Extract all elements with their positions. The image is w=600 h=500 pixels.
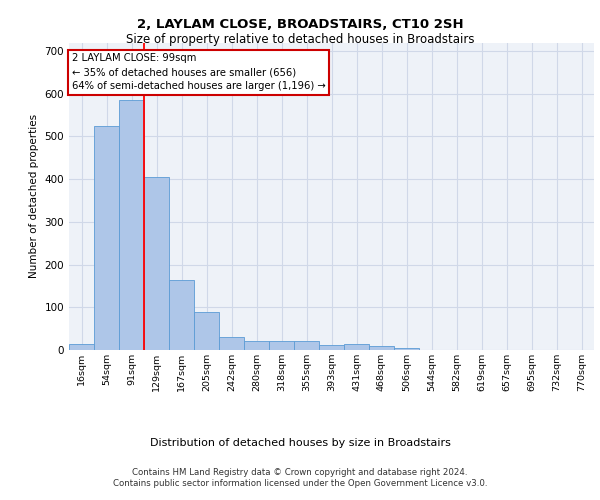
Bar <box>169 280 194 350</box>
Bar <box>369 346 394 350</box>
Bar <box>69 344 94 350</box>
Bar <box>394 348 419 350</box>
Bar <box>344 344 369 350</box>
Y-axis label: Number of detached properties: Number of detached properties <box>29 114 39 278</box>
Bar <box>219 337 244 350</box>
Bar <box>94 126 119 350</box>
Bar <box>294 342 319 350</box>
Text: Contains HM Land Registry data © Crown copyright and database right 2024.
Contai: Contains HM Land Registry data © Crown c… <box>113 468 487 487</box>
Text: 2, LAYLAM CLOSE, BROADSTAIRS, CT10 2SH: 2, LAYLAM CLOSE, BROADSTAIRS, CT10 2SH <box>137 18 463 30</box>
Bar <box>269 342 294 350</box>
Text: 2 LAYLAM CLOSE: 99sqm
← 35% of detached houses are smaller (656)
64% of semi-det: 2 LAYLAM CLOSE: 99sqm ← 35% of detached … <box>71 54 325 92</box>
Bar <box>319 345 344 350</box>
Text: Size of property relative to detached houses in Broadstairs: Size of property relative to detached ho… <box>126 32 474 46</box>
Bar <box>144 177 169 350</box>
Bar <box>194 312 219 350</box>
Text: Distribution of detached houses by size in Broadstairs: Distribution of detached houses by size … <box>149 438 451 448</box>
Bar <box>244 342 269 350</box>
Bar <box>119 100 144 350</box>
